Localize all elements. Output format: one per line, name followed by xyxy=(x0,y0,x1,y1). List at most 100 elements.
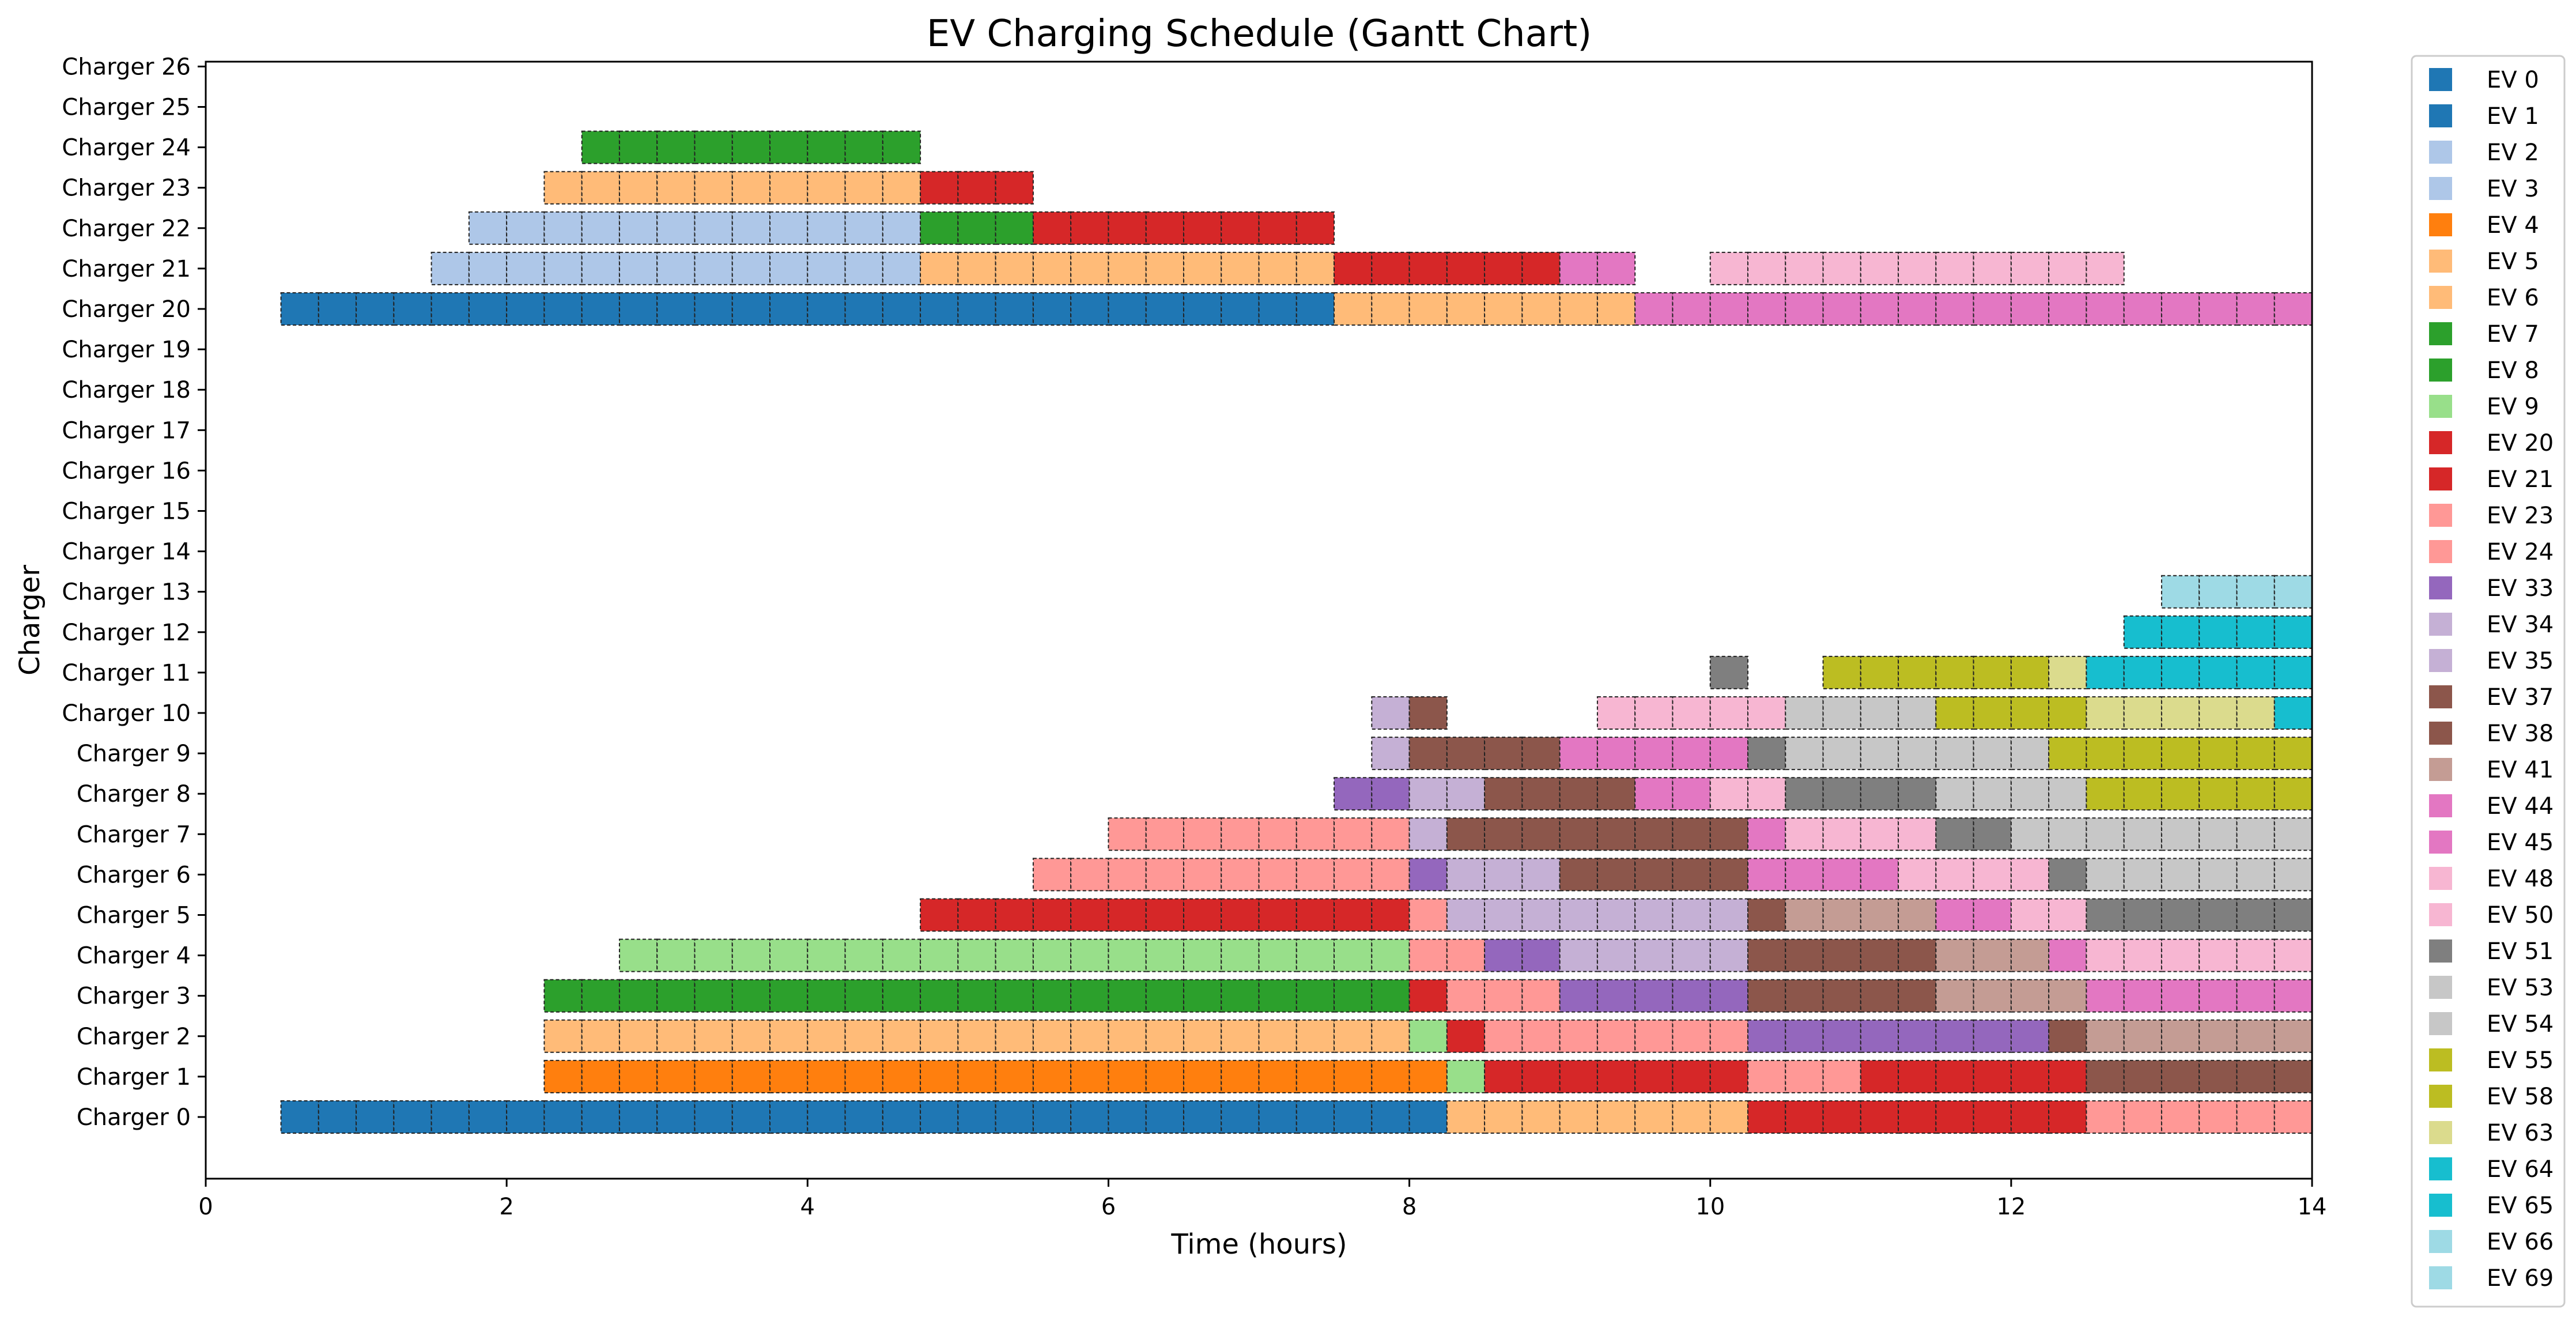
charging-slot xyxy=(769,292,809,326)
charging-bar xyxy=(1860,1059,2087,1093)
charging-slot xyxy=(543,1019,583,1053)
charging-bar xyxy=(1785,737,2050,771)
charging-slot xyxy=(769,938,809,972)
charging-bar xyxy=(1446,1059,1486,1093)
charging-slot xyxy=(1408,817,1448,851)
charging-slot xyxy=(1408,777,1448,811)
charging-slot xyxy=(957,251,996,285)
legend-entry: EV 55 xyxy=(2429,1047,2554,1074)
y-tick-label: Charger 21 xyxy=(62,256,191,282)
charging-slot xyxy=(1672,1019,1711,1053)
charging-slot xyxy=(2236,777,2275,811)
charging-slot xyxy=(1032,979,1072,1013)
charging-slot xyxy=(1446,858,1486,892)
legend-entry: EV 64 xyxy=(2429,1156,2554,1183)
charging-bar xyxy=(1709,251,2125,285)
charging-bar xyxy=(468,211,921,245)
charging-bar xyxy=(1446,817,1748,851)
charging-slot xyxy=(1785,1019,1824,1053)
charging-slot xyxy=(995,251,1034,285)
legend-entry: EV 23 xyxy=(2429,503,2554,529)
y-axis: Charger 0 Charger 1 Charger 2 Charger 3 Char… xyxy=(62,54,206,1131)
legend-entry: EV 50 xyxy=(2429,902,2554,929)
charging-slot xyxy=(1521,292,1561,326)
charging-slot xyxy=(1221,979,1260,1013)
charging-slot xyxy=(1785,1059,1824,1093)
legend-entry: EV 65 xyxy=(2429,1193,2554,1219)
charging-slot xyxy=(807,1100,846,1134)
y-tick-label: Charger 17 xyxy=(62,417,191,444)
charging-slot xyxy=(1973,777,2012,811)
legend-label: EV 41 xyxy=(2487,757,2554,783)
charging-slot xyxy=(1183,938,1222,972)
legend-entry: EV 35 xyxy=(2429,648,2554,674)
charging-slot xyxy=(1032,938,1072,972)
legend-entry: EV 6 xyxy=(2429,285,2539,311)
charging-slot xyxy=(1935,858,1974,892)
charging-bar xyxy=(618,938,1410,972)
charging-slot xyxy=(1032,858,1072,892)
charging-slot xyxy=(2236,696,2275,730)
charging-slot xyxy=(2048,898,2087,932)
y-tick-label: Charger 0 xyxy=(77,1104,191,1131)
charging-slot xyxy=(1334,1019,1373,1053)
charging-slot xyxy=(2273,1019,2313,1053)
charging-bar xyxy=(2086,858,2313,892)
charging-slot xyxy=(1070,1019,1109,1053)
charging-bar xyxy=(1785,817,1937,851)
charging-slot xyxy=(769,1100,809,1134)
charging-slot xyxy=(1371,1059,1410,1093)
charging-slot xyxy=(1145,898,1184,932)
charging-bar xyxy=(1935,777,2087,811)
charging-slot xyxy=(1898,737,1937,771)
charging-slot xyxy=(1860,1019,1899,1053)
charging-bar xyxy=(1484,777,1636,811)
charging-bar xyxy=(1935,696,2087,730)
charging-slot xyxy=(1484,292,1523,326)
y-tick-label: Charger 16 xyxy=(62,458,191,484)
charging-bar xyxy=(2010,898,2087,932)
charging-slot xyxy=(2199,1100,2238,1134)
charging-slot xyxy=(1709,817,1748,851)
y-tick-label: Charger 22 xyxy=(62,216,191,242)
charging-slot xyxy=(807,171,846,205)
charging-slot xyxy=(1295,251,1335,285)
charging-slot xyxy=(618,938,658,972)
y-tick-label: Charger 24 xyxy=(62,135,191,161)
charging-slot xyxy=(1634,898,1674,932)
charging-slot xyxy=(543,1059,583,1093)
charging-slot xyxy=(2236,979,2275,1013)
charging-slot xyxy=(506,1100,545,1134)
charging-slot xyxy=(1484,898,1523,932)
charging-slot xyxy=(2086,737,2125,771)
charging-slot xyxy=(2160,979,2200,1013)
y-tick-label: Charger 6 xyxy=(77,862,191,888)
charging-slot xyxy=(1108,292,1147,326)
y-tick-label: Charger 10 xyxy=(62,700,191,727)
charging-bar xyxy=(1559,938,1748,972)
charging-slot xyxy=(1596,1059,1636,1093)
charging-slot xyxy=(1295,211,1335,245)
legend-entry: EV 34 xyxy=(2429,612,2554,638)
charging-slot xyxy=(1108,898,1147,932)
charging-slot xyxy=(769,1019,809,1053)
legend-swatch xyxy=(2429,395,2452,418)
charging-slot xyxy=(1785,777,1824,811)
charging-slot xyxy=(2123,615,2162,649)
charging-bar xyxy=(2010,817,2313,851)
legend-entry: EV 51 xyxy=(2429,938,2554,965)
charging-slot xyxy=(1973,655,2012,689)
legend-swatch xyxy=(2429,976,2452,999)
charging-slot xyxy=(1371,777,1410,811)
y-tick-label: Charger 5 xyxy=(77,903,191,929)
charging-slot xyxy=(1860,898,1899,932)
charging-slot xyxy=(2123,1059,2162,1093)
y-tick-label: Charger 25 xyxy=(62,95,191,121)
charging-slot xyxy=(957,171,996,205)
charging-slot xyxy=(1070,211,1109,245)
charging-bar xyxy=(1898,858,2050,892)
charging-slot xyxy=(920,938,959,972)
charging-slot xyxy=(2010,898,2050,932)
charging-slot xyxy=(694,251,733,285)
charging-slot xyxy=(2086,1019,2125,1053)
